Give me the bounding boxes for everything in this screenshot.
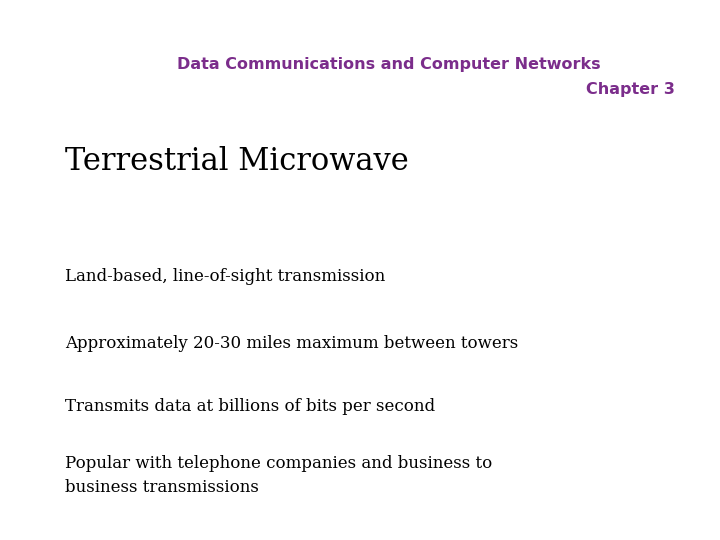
Text: Approximately 20-30 miles maximum between towers: Approximately 20-30 miles maximum betwee…	[65, 335, 518, 352]
Text: Transmits data at billions of bits per second: Transmits data at billions of bits per s…	[65, 398, 435, 415]
Text: Data Communications and Computer Networks: Data Communications and Computer Network…	[177, 57, 600, 72]
Text: Chapter 3: Chapter 3	[585, 82, 675, 97]
Text: Land-based, line-of-sight transmission: Land-based, line-of-sight transmission	[65, 268, 385, 285]
Text: Popular with telephone companies and business to
business transmissions: Popular with telephone companies and bus…	[65, 455, 492, 496]
Text: Terrestrial Microwave: Terrestrial Microwave	[65, 146, 408, 177]
